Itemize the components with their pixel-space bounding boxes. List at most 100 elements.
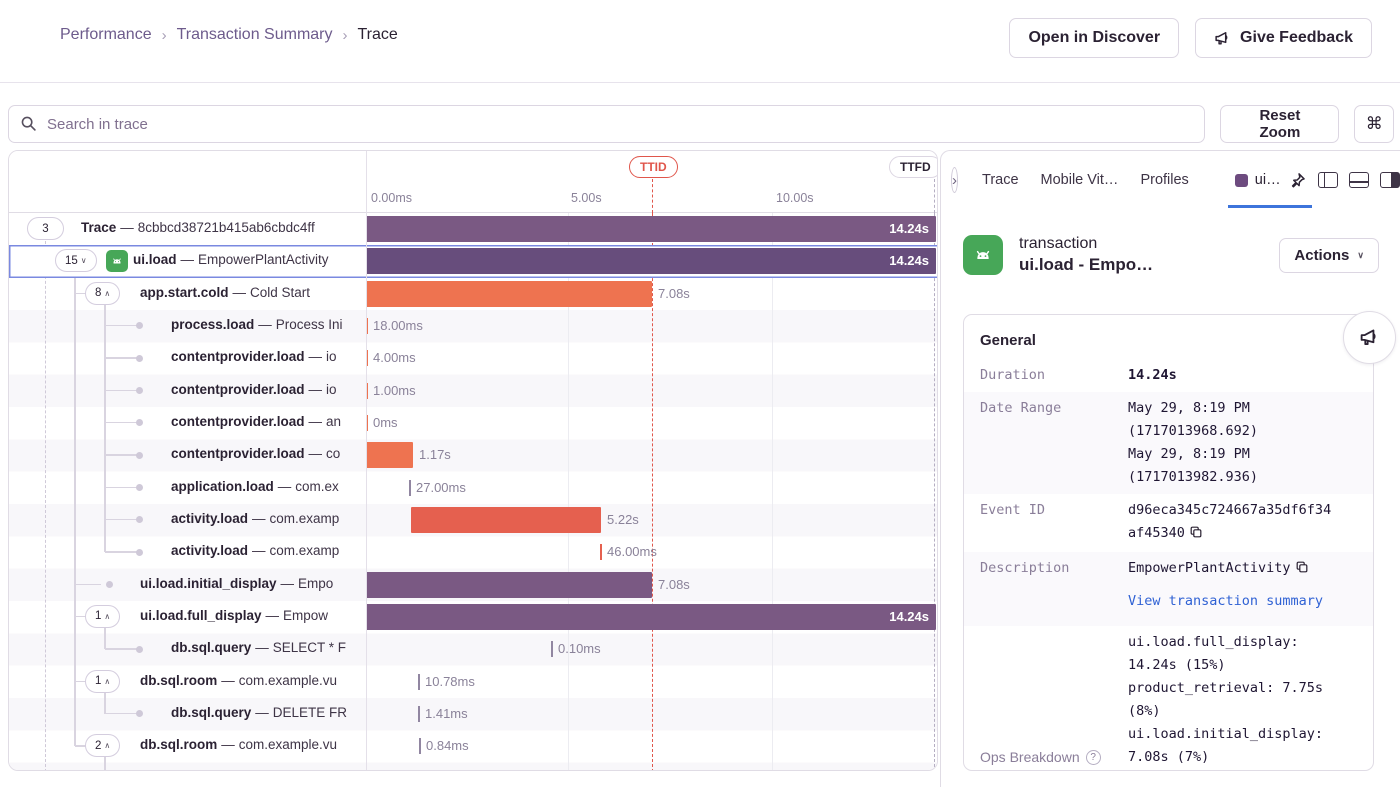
span-tree-cell[interactable]: contentprovider.load — an [9,407,366,439]
span-bar-cell[interactable]: 1.41ms [366,698,937,730]
child-count: 1 [95,675,102,688]
view-transaction-summary-link[interactable]: View transaction summary [1128,593,1324,609]
span-bar-cell[interactable]: 0ms [366,407,937,439]
layout-right-icon[interactable] [1379,172,1400,188]
active-tab-label: ui… [1254,172,1281,188]
duration-bar[interactable]: 14.24s [366,603,936,630]
span-bar-cell[interactable]: 18.00ms [366,310,937,342]
breadcrumb-performance[interactable]: Performance [60,26,152,43]
duration-bar[interactable] [411,506,601,533]
span-row[interactable]: 15 ∨ ui.load — EmpowerPlantActivity 14.24s [9,245,937,278]
duration-bar[interactable]: 14.24s [366,216,936,242]
span-bar-cell[interactable]: 27.00ms [366,472,937,504]
span-color-swatch [1234,173,1248,187]
span-row[interactable]: 2 ∧ db.sql.room — com.example.vu 0.84ms [9,730,937,762]
child-count-pill[interactable]: 1 ∧ [85,669,121,693]
span-tree-cell[interactable]: 2 ∧ db.sql.room — com.example.vu [9,730,366,762]
command-shortcut-button[interactable]: ⌘ [1354,105,1394,143]
span-bar-cell[interactable]: 0.84ms [366,730,937,762]
span-tree-cell[interactable]: activity.load — com.examp [9,504,366,536]
tab-profiles[interactable]: Profiles [1140,172,1189,188]
span-bar-cell[interactable]: 0.78ms [366,763,937,770]
span-bar-cell[interactable]: 7.08s [366,569,937,601]
span-row[interactable]: 3 Trace —8cbbcd38721b415ab6cbdc4ff 14.24s [9,213,937,245]
span-tree-cell[interactable]: 8 ∧ app.start.cold — Cold Start [9,278,366,310]
span-tree-cell[interactable]: db.sql.query—INSERT OR [9,763,366,771]
search-input[interactable] [8,105,1206,143]
span-row[interactable]: 8 ∧ app.start.cold — Cold Start 7.08s [9,278,937,310]
reset-zoom-button[interactable]: Reset Zoom [1220,105,1340,143]
megaphone-fab-button[interactable] [1343,311,1396,364]
span-row[interactable]: activity.load — com.examp 5.22s [9,504,937,536]
span-row[interactable]: contentprovider.load — io 4.00ms [9,342,937,374]
span-bar-cell[interactable]: 5.22s [366,504,937,536]
breadcrumb-transaction-summary[interactable]: Transaction Summary [176,26,333,43]
span-tree-cell[interactable]: contentprovider.load — co [9,439,366,471]
span-tree-cell[interactable]: activity.load — com.examp [9,536,366,568]
actions-button[interactable]: Actions ∨ [1279,237,1379,273]
span-row[interactable]: contentprovider.load — co 1.17s [9,439,937,471]
span-tree-cell[interactable]: 3 Trace —8cbbcd38721b415ab6cbdc4ff [9,213,366,245]
span-row[interactable]: ui.load.initial_display — Empo 7.08s [9,569,937,601]
span-tree-cell[interactable]: 15 ∨ ui.load — EmpowerPlantActivity [9,245,366,277]
open-in-discover-button[interactable]: Open in Discover [1009,18,1180,58]
span-bar-cell[interactable]: 1.17s [366,439,937,471]
child-count-pill[interactable]: 1 ∧ [85,604,121,628]
span-tree-cell[interactable]: 1 ∧ ui.load.full_display — Empow [9,601,366,633]
span-bar-cell[interactable]: 10.78ms [366,666,937,698]
span-tree-cell[interactable]: 1 ∧ db.sql.room — com.example.vu [9,666,366,698]
search-in-trace [8,105,1206,143]
child-count-pill[interactable]: 3 [27,217,64,240]
span-bar-cell[interactable]: 1.00ms [366,375,937,407]
duration-bar[interactable] [366,571,652,598]
separator: — [120,220,134,235]
duration-bar[interactable] [366,280,652,307]
date-range-end-ts: (1717013982.936) [1128,469,1259,485]
span-tree-cell[interactable]: ui.load.initial_display — Empo [9,569,366,601]
span-bar-cell[interactable]: 14.24s [366,245,937,277]
tab-trace[interactable]: Trace [982,172,1019,188]
span-tree-cell[interactable]: application.load — com.ex [9,472,366,504]
span-bar-cell[interactable]: 14.24s [366,601,937,633]
span-bar-cell[interactable]: 14.24s [366,213,937,245]
layout-left-icon[interactable] [1317,172,1338,188]
child-count-pill[interactable]: 8 ∧ [85,281,121,305]
span-row[interactable]: db.sql.query — DELETE FR 1.41ms [9,698,937,730]
span-tree-cell[interactable]: db.sql.query — SELECT * F [9,633,366,665]
child-count-pill[interactable]: 15 ∨ [55,249,97,273]
span-row[interactable]: 1 ∧ ui.load.full_display — Empow 14.24s [9,601,937,633]
ttfd-badge[interactable]: TTFD [889,156,937,178]
span-row[interactable]: contentprovider.load — an 0ms [9,407,937,439]
span-bar-cell[interactable]: 4.00ms [366,342,937,374]
help-icon[interactable]: ? [1085,750,1101,765]
ops-breakdown-value: ui.load.full_display: 14.24s (15%) [1128,634,1299,673]
copy-icon[interactable] [1189,524,1203,547]
span-row[interactable]: application.load — com.ex 27.00ms [9,472,937,504]
span-tree-cell[interactable]: contentprovider.load — io [9,375,366,407]
separator: — [308,381,323,397]
span-bar-cell[interactable]: 7.08s [366,278,937,310]
ttid-badge[interactable]: TTID [629,156,678,178]
span-row[interactable]: db.sql.query—INSERT OR 0.78ms [9,763,937,771]
span-bar-cell[interactable]: 46.00ms [366,536,937,568]
chevron-right-icon[interactable]: › [951,167,958,193]
layout-bottom-icon[interactable] [1348,172,1369,188]
span-row[interactable]: db.sql.query — SELECT * F 0.10ms [9,633,937,665]
span-row[interactable]: 1 ∧ db.sql.room — com.example.vu 10.78ms [9,666,937,698]
copy-icon[interactable] [1295,559,1309,582]
give-feedback-button[interactable]: Give Feedback [1195,18,1372,58]
span-tree-cell[interactable]: contentprovider.load — io [9,342,366,374]
span-tree-cell[interactable]: db.sql.query — DELETE FR [9,698,366,730]
tab-mobile-vitals[interactable]: Mobile Vit… [1040,172,1119,188]
span-row[interactable]: process.load — Process Ini 18.00ms [9,310,937,342]
duration-bar[interactable] [366,442,413,469]
tab-ui-load-active[interactable]: ui… [1234,172,1281,188]
span-bar-cell[interactable]: 0.10ms [366,633,937,665]
span-row[interactable]: activity.load — com.examp 46.00ms [9,536,937,568]
child-count-pill[interactable]: 2 ∧ [85,734,121,758]
tree-timeline-divider[interactable] [366,151,367,770]
span-tree-cell[interactable]: process.load — Process Ini [9,310,366,342]
pin-icon[interactable] [1289,172,1306,189]
duration-bar[interactable]: 14.24s [366,248,936,275]
span-row[interactable]: contentprovider.load — io 1.00ms [9,375,937,407]
